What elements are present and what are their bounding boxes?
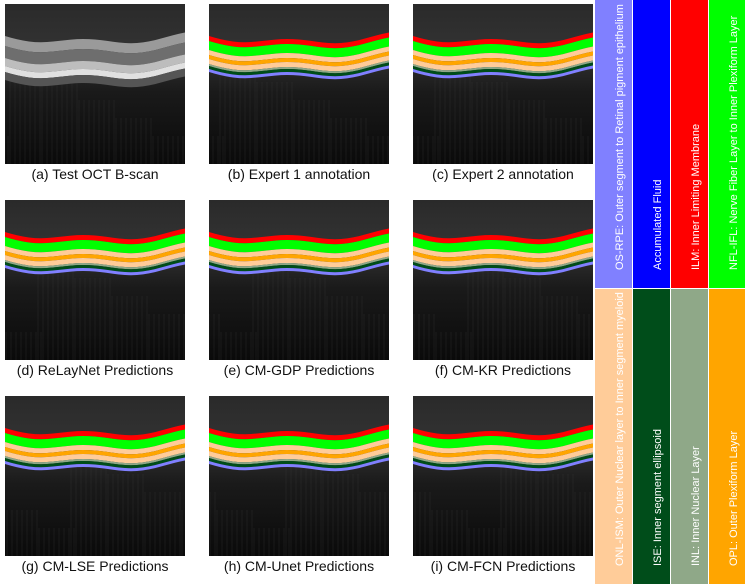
scan-svg: [209, 396, 389, 556]
figure-grid: (a) Test OCT B-scan (b) Expert 1 annotat…: [5, 4, 593, 574]
segmentation-image: [209, 200, 389, 360]
scan-svg: [5, 4, 185, 164]
panel-caption: (f) CM-KR Predictions: [434, 362, 572, 378]
segmentation-image: [5, 396, 185, 556]
legend-label: ISE: Inner segment ellipsoid: [651, 429, 664, 566]
panel-caption: (d) ReLayNet Predictions: [16, 362, 174, 378]
segmentation-image: [413, 4, 593, 164]
panel-caption: (g) CM-LSE Predictions: [21, 558, 169, 574]
legend-onl-ism: ONL-ISM: Outer Nuclear layer to Inner se…: [595, 289, 632, 584]
legend-label: INL: Inner Nuclear Layer: [689, 446, 702, 566]
panel-caption: (h) CM-Unet Predictions: [223, 558, 375, 574]
panel-caption: (e) CM-GDP Predictions: [223, 362, 375, 378]
layer-legend: OS-RPE: Outer segment to Retinal pigment…: [595, 0, 745, 584]
segmentation-image: [5, 200, 185, 360]
legend-label: OS-RPE: Outer segment to Retinal pigment…: [613, 4, 626, 270]
legend-label: NFL-IFL: Nerve Fiber Layer to Inner Plex…: [727, 15, 740, 270]
legend-label: OPL: Outer Plexiform Layer: [727, 430, 740, 566]
scan-svg: [413, 4, 593, 164]
scan-svg: [5, 396, 185, 556]
legend-label: ONL-ISM: Outer Nuclear layer to Inner se…: [613, 292, 626, 566]
segmentation-image: [413, 396, 593, 556]
oct-scan-image: [5, 4, 185, 164]
legend-os-rpe: OS-RPE: Outer segment to Retinal pigment…: [595, 0, 632, 288]
legend-ilm: ILM: Inner Limiting Membrane: [671, 0, 708, 288]
panel-caption: (b) Expert 1 annotation: [227, 166, 371, 182]
legend-label: ILM: Inner Limiting Membrane: [689, 123, 702, 270]
legend-inl: INL: Inner Nuclear Layer: [671, 289, 708, 584]
scan-svg: [413, 200, 593, 360]
legend-nfl-ifl: NFL-IFL: Nerve Fiber Layer to Inner Plex…: [709, 0, 745, 288]
legend-ise: ISE: Inner segment ellipsoid: [633, 289, 670, 584]
legend-fluid: Accumulated Fluid: [633, 0, 670, 288]
scan-svg: [413, 396, 593, 556]
segmentation-image: [209, 396, 389, 556]
panel-caption: (a) Test OCT B-scan: [31, 166, 159, 182]
scan-svg: [5, 200, 185, 360]
panel-caption: (c) Expert 2 annotation: [432, 166, 574, 182]
legend-label: Accumulated Fluid: [651, 179, 664, 271]
scan-svg: [209, 200, 389, 360]
legend-opl: OPL: Outer Plexiform Layer: [709, 289, 745, 584]
segmentation-image: [413, 200, 593, 360]
panel-caption: (i) CM-FCN Predictions: [430, 558, 576, 574]
segmentation-image: [209, 4, 389, 164]
scan-svg: [209, 4, 389, 164]
